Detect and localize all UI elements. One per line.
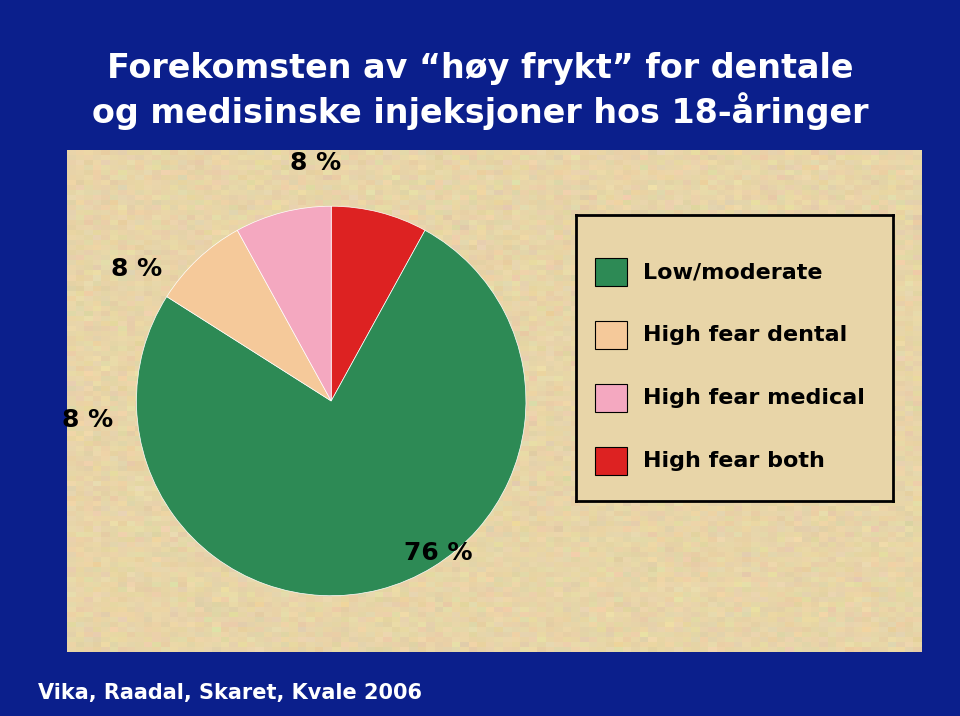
Text: High fear both: High fear both <box>642 451 825 471</box>
Wedge shape <box>136 231 526 596</box>
Text: 8 %: 8 % <box>111 256 162 281</box>
Text: 8 %: 8 % <box>62 408 113 432</box>
Text: 8 %: 8 % <box>290 151 341 175</box>
Wedge shape <box>331 206 425 401</box>
Text: Low/moderate: Low/moderate <box>642 262 822 282</box>
Text: Vika, Raadal, Skaret, Kvale 2006: Vika, Raadal, Skaret, Kvale 2006 <box>38 683 422 703</box>
Wedge shape <box>237 206 331 401</box>
Text: og medisinske injeksjoner hos 18-åringer: og medisinske injeksjoner hos 18-åringer <box>92 92 868 130</box>
Text: High fear medical: High fear medical <box>642 388 864 408</box>
Text: High fear dental: High fear dental <box>642 325 847 345</box>
Text: Forekomsten av “høy frykt” for dentale: Forekomsten av “høy frykt” for dentale <box>107 52 853 84</box>
Bar <box>595 321 627 349</box>
Wedge shape <box>167 231 331 401</box>
Bar <box>595 258 627 286</box>
Bar <box>595 447 627 475</box>
Text: 76 %: 76 % <box>404 541 472 565</box>
Bar <box>595 384 627 412</box>
